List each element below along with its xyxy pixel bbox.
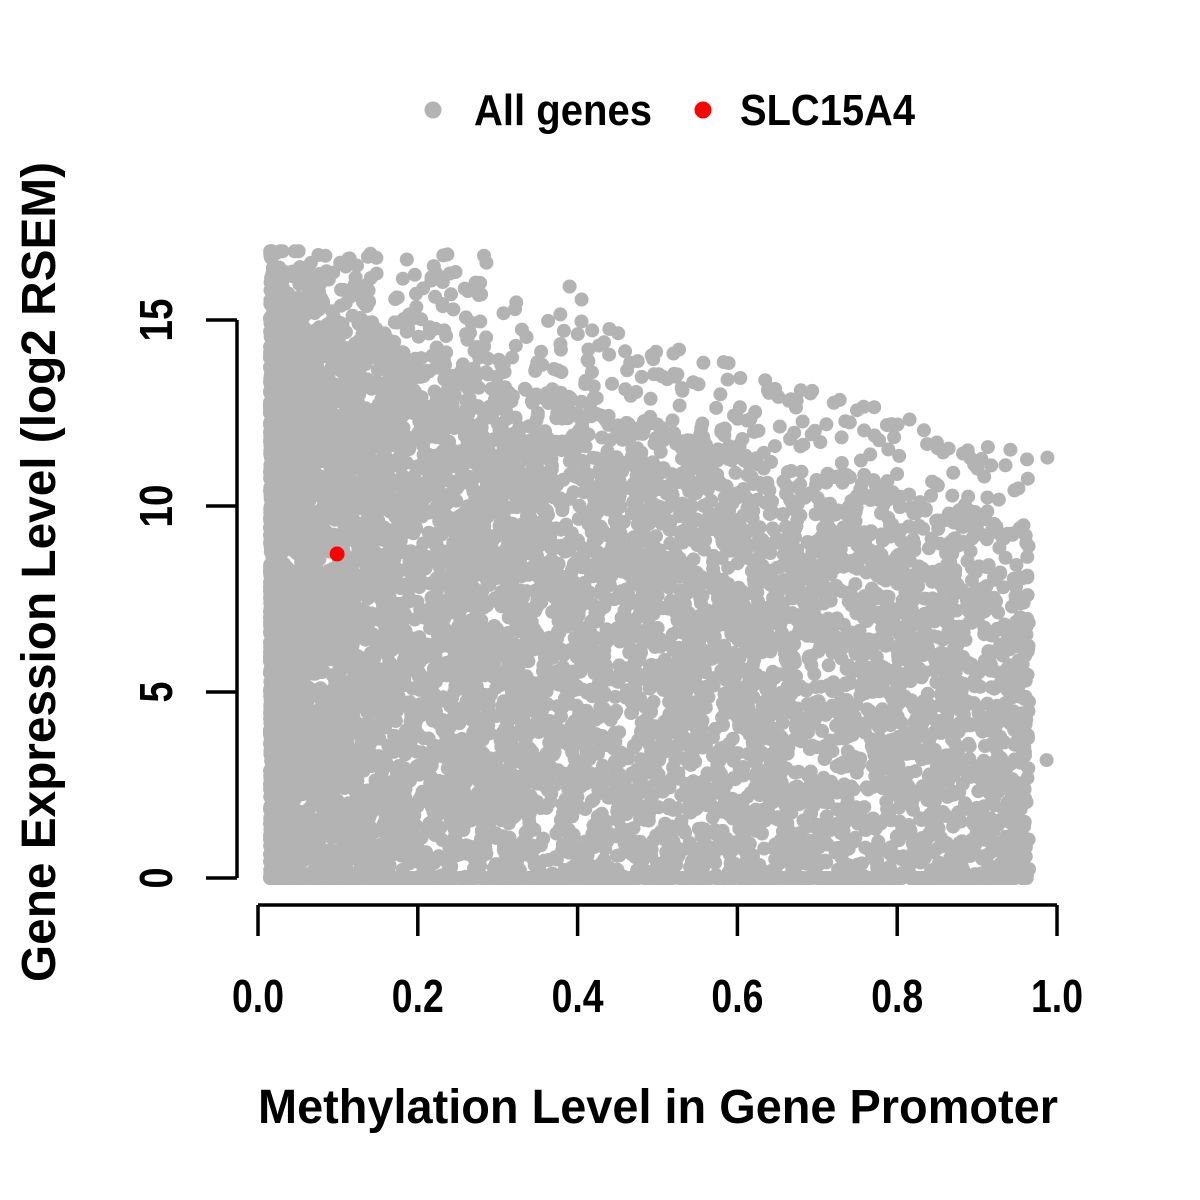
x-axis-title: Methylation Level in Gene Promoter (258, 1081, 1058, 1134)
y-tick-label: 0 (130, 868, 182, 889)
highlight-point-slc15a4 (329, 546, 345, 562)
points-all-genes (263, 244, 1055, 885)
x-tick-label: 0.4 (552, 970, 604, 1022)
x-tick-label: 1.0 (1031, 970, 1083, 1022)
x-tick-label: 0.8 (871, 970, 923, 1022)
y-axis-title: Gene Expression Level (log2 RSEM) (13, 162, 66, 982)
legend-label-all-genes: All genes (474, 86, 652, 135)
y-tick-label: 10 (130, 485, 182, 528)
legend-label-slc15a4: SLC15A4 (740, 86, 915, 135)
y-tick-label: 15 (130, 299, 182, 342)
slc15a4-point (329, 546, 345, 562)
x-tick-label: 0.2 (392, 970, 444, 1022)
legend: All genes SLC15A4 (424, 86, 915, 135)
x-tick-label: 0.0 (232, 970, 284, 1022)
axes: 0.0 0.2 0.4 0.6 0.8 1.0 0 5 10 15 (130, 299, 1083, 1023)
legend-marker-all-genes-icon (424, 101, 442, 119)
x-tick-label: 0.6 (711, 970, 763, 1022)
legend-marker-slc15a4-icon (694, 101, 712, 119)
y-tick-label: 5 (130, 682, 182, 703)
